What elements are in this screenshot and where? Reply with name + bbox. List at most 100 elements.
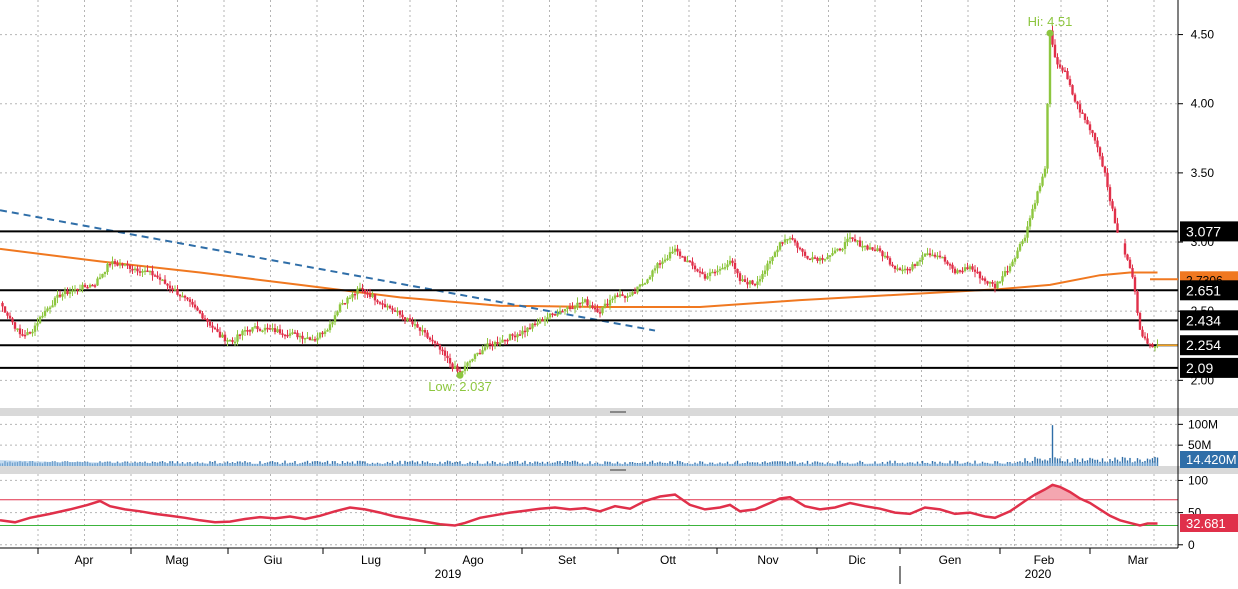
candle-body — [523, 330, 527, 333]
candle-body — [968, 266, 972, 270]
candle-body — [38, 316, 42, 324]
volume-bar — [616, 461, 619, 466]
volume-bar — [1076, 459, 1079, 466]
candle-body — [386, 305, 389, 308]
candle-body — [1123, 243, 1127, 255]
level-tag — [1180, 221, 1238, 242]
candle-body — [203, 318, 207, 320]
volume-bar — [1081, 458, 1084, 466]
candle-body — [958, 270, 962, 272]
volume-bar — [784, 461, 786, 466]
candle-body — [1111, 201, 1114, 209]
candle-body — [736, 268, 739, 274]
candle-body — [1063, 70, 1067, 72]
candle-body — [1048, 30, 1052, 104]
candle-body — [393, 310, 397, 312]
candle-body — [1081, 112, 1084, 114]
candle-body — [1013, 258, 1017, 262]
month-label: Mar — [1128, 553, 1149, 567]
candle-body — [401, 314, 404, 318]
candle-body — [361, 287, 364, 290]
volume-bar — [764, 461, 766, 466]
candle-body — [721, 267, 724, 270]
volume-bar — [1094, 459, 1096, 466]
candle-body — [763, 270, 767, 274]
candle-body — [1126, 254, 1129, 260]
candle-body — [171, 288, 174, 291]
candle-body — [816, 257, 819, 261]
candle-body — [1021, 241, 1024, 245]
candle-body — [448, 358, 452, 364]
moving-average-line — [0, 247, 1158, 308]
candle-body — [596, 308, 599, 313]
candle-body — [116, 263, 119, 266]
candle-body — [186, 297, 189, 300]
candle-body — [1101, 156, 1104, 167]
divider-handle[interactable] — [610, 411, 626, 413]
candle-body — [173, 289, 177, 291]
candle-body — [883, 255, 887, 258]
candle-body — [481, 350, 484, 355]
candle-body — [761, 273, 764, 280]
candle-body — [503, 339, 507, 342]
divider-handle[interactable] — [610, 469, 626, 471]
candle-body — [383, 304, 387, 308]
volume-bar — [1154, 456, 1156, 466]
volume-bar — [244, 461, 246, 466]
volume-bar — [311, 461, 314, 466]
candle-body — [81, 284, 84, 291]
candle-body — [586, 299, 589, 306]
volume-bar — [774, 461, 776, 466]
candle-body — [446, 355, 449, 359]
candle-body — [16, 328, 19, 330]
volume-tick-label: 50M — [1188, 438, 1211, 452]
candle-body — [856, 240, 859, 242]
candle-body — [878, 248, 882, 252]
candle-body — [381, 303, 384, 305]
candle-body — [473, 354, 477, 359]
candle-body — [286, 334, 289, 337]
candle-body — [556, 313, 559, 316]
candle-body — [188, 299, 192, 302]
candle-body — [971, 266, 974, 270]
candle-body — [1056, 57, 1059, 65]
candle-body — [576, 302, 579, 308]
candle-body — [528, 327, 532, 330]
candle-body — [336, 311, 339, 316]
rsi-tick-label: 0 — [1188, 538, 1195, 552]
high-marker — [1046, 29, 1054, 37]
candle-body — [108, 263, 112, 266]
candle-body — [751, 280, 754, 284]
candle-body — [443, 350, 447, 356]
candle-body — [613, 295, 617, 299]
candle-body — [563, 308, 567, 312]
candle-body — [301, 335, 304, 339]
candle-body — [1128, 259, 1132, 269]
candle-body — [251, 327, 254, 332]
candle-body — [771, 256, 774, 262]
candle-body — [578, 302, 582, 305]
candle-body — [981, 278, 984, 280]
level-tag-label: 2.254 — [1186, 337, 1221, 353]
volume-bar — [534, 461, 536, 466]
candle-body — [21, 334, 24, 336]
candle-body — [676, 248, 679, 252]
volume-bar — [921, 460, 924, 466]
candle-body — [1008, 266, 1012, 272]
candle-body — [581, 302, 584, 304]
candle-body — [881, 251, 884, 257]
candle-body — [766, 263, 769, 271]
volume-bar — [814, 461, 816, 466]
volume-bar — [839, 460, 841, 466]
volume-bar — [571, 460, 574, 466]
volume-bar — [491, 460, 494, 466]
candle-body — [566, 307, 569, 310]
volume-bar — [1116, 459, 1119, 466]
candle-body — [506, 339, 509, 342]
candle-body — [798, 247, 802, 250]
volume-bar — [1091, 458, 1094, 466]
volume-bar — [409, 461, 411, 466]
candle-body — [176, 289, 179, 295]
candle-body — [1023, 237, 1027, 242]
candle-body — [628, 295, 632, 297]
